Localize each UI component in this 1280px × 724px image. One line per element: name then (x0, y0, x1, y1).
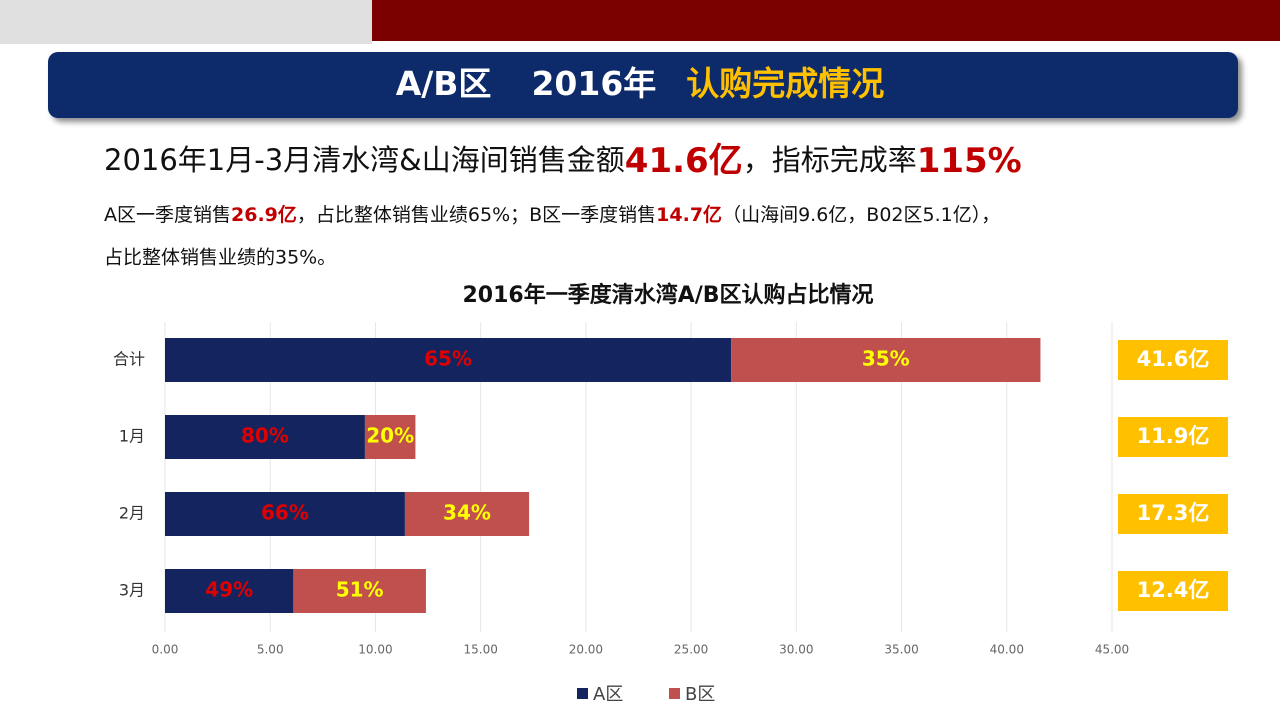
x-tick-label: 25.00 (674, 643, 708, 657)
para-number: 26.9亿 (231, 203, 297, 226)
total-box (1118, 494, 1228, 534)
y-tick-label: 2月 (119, 504, 145, 523)
top-strip (0, 0, 372, 44)
share-label: 49% (205, 578, 253, 602)
headline: 2016年1月-3月清水湾&山海间销售金额41.6亿，指标完成率115% (104, 141, 1022, 181)
bar-segment (364, 415, 416, 459)
share-label: 66% (261, 501, 309, 525)
share-label: 34% (443, 501, 491, 525)
para-text: （山海间9.6亿，B02区5.1亿）， (722, 204, 1000, 226)
total-label: 41.6亿 (1137, 347, 1210, 371)
legend-label: A区 (593, 684, 623, 705)
bar-segment (404, 492, 530, 536)
total-box (1118, 571, 1228, 611)
share-label: 35% (862, 347, 910, 371)
x-tick-label: 35.00 (884, 643, 918, 657)
total-box (1118, 417, 1228, 457)
bar-segment (165, 492, 405, 536)
legend-swatch (577, 688, 588, 699)
chart-title: 2016年一季度清水湾A/B区认购占比情况 (462, 282, 873, 308)
top-bar (372, 0, 1280, 41)
para-text: ，占比整体销售业绩65%；B区一季度销售 (297, 204, 656, 226)
y-tick-label: 1月 (119, 427, 145, 446)
paragraph-line: A区一季度销售26.9亿，占比整体销售业绩65%；B区一季度销售14.7亿（山海… (104, 203, 1000, 226)
para-number: 14.7亿 (656, 203, 722, 226)
headline-text: 2016年1月-3月清水湾&山海间销售金额 (104, 143, 625, 177)
x-tick-label: 30.00 (779, 643, 813, 657)
total-label: 17.3亿 (1137, 501, 1210, 525)
total-label: 11.9亿 (1137, 424, 1210, 448)
title-part: 认购完成情况 (686, 64, 884, 103)
page-title: A/B区 2016年 认购完成情况 (396, 64, 885, 103)
x-tick-label: 0.00 (152, 643, 179, 657)
share-label: 51% (336, 578, 384, 602)
bar-segment (731, 338, 1041, 382)
share-label: 80% (241, 424, 289, 448)
x-tick-label: 5.00 (257, 643, 284, 657)
bar-segment (165, 338, 732, 382)
para-text: A区一季度销售 (104, 204, 231, 226)
paragraph-line: 占比整体销售业绩的35%。 (104, 247, 336, 269)
headline-number: 41.6亿 (625, 141, 743, 181)
title-banner (48, 52, 1238, 118)
x-tick-label: 10.00 (358, 643, 392, 657)
x-tick-label: 20.00 (569, 643, 603, 657)
x-tick-label: 15.00 (463, 643, 497, 657)
total-box (1118, 340, 1228, 380)
bar-segment (165, 415, 365, 459)
x-tick-label: 45.00 (1095, 643, 1129, 657)
x-tick-label: 40.00 (990, 643, 1024, 657)
total-label: 12.4亿 (1137, 578, 1210, 602)
bar-segment (165, 569, 294, 613)
headline-text: ，指标完成率 (743, 143, 917, 177)
title-part: A/B区 (396, 64, 492, 103)
y-tick-label: 3月 (119, 581, 145, 600)
title-part: 2016年 (531, 64, 656, 103)
bar-segment (293, 569, 426, 613)
headline-number: 115% (917, 141, 1022, 181)
y-tick-label: 合计 (113, 350, 145, 369)
share-label: 65% (424, 347, 472, 371)
legend-swatch (669, 688, 680, 699)
legend-label: B区 (685, 684, 715, 705)
share-label: 20% (366, 424, 414, 448)
